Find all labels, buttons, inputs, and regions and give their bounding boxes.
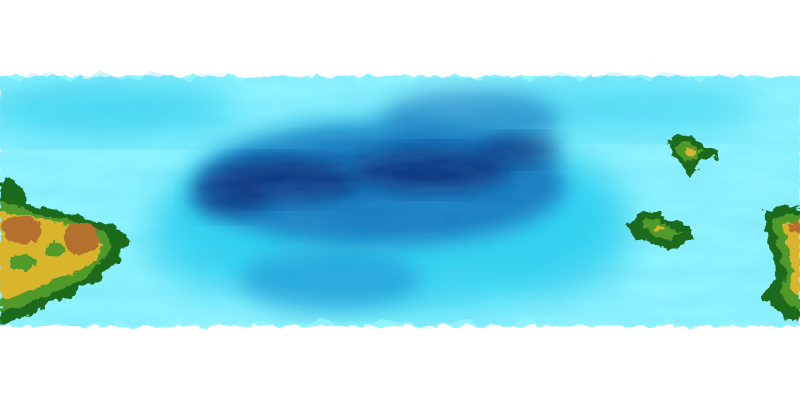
north-ice-cap — [0, 0, 800, 78]
south-ice-cap — [0, 322, 800, 400]
eastern-island-north — [668, 134, 720, 178]
eastern-island-central — [626, 210, 692, 250]
ocean-depth-shading — [0, 76, 800, 326]
western-continent — [0, 178, 130, 324]
eastern-edge-landmass — [760, 206, 800, 322]
